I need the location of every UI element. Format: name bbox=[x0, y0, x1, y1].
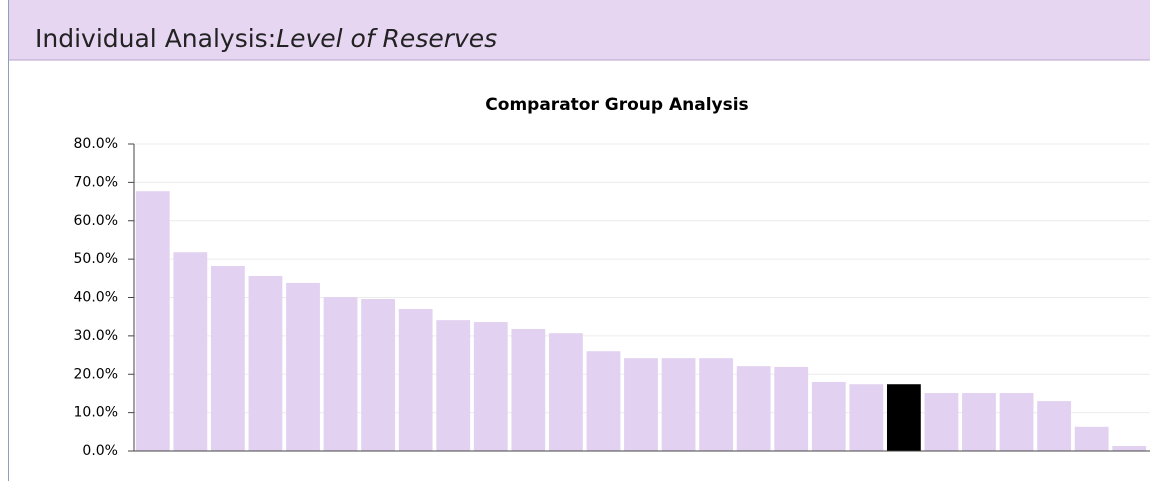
bar bbox=[1112, 446, 1147, 451]
bar bbox=[173, 252, 208, 451]
bar bbox=[210, 266, 245, 451]
bar bbox=[473, 322, 508, 451]
header-subtitle: Level of Reserves bbox=[276, 24, 497, 53]
bar bbox=[699, 358, 734, 451]
bar bbox=[361, 299, 396, 451]
bar bbox=[886, 384, 921, 451]
y-tick-label: 40.0% bbox=[74, 290, 118, 306]
header-title: Individual Analysis:Level of Reserves bbox=[35, 24, 497, 53]
y-tick-label: 10.0% bbox=[74, 405, 118, 421]
chart-title: Comparator Group Analysis bbox=[485, 95, 748, 115]
bar bbox=[924, 393, 959, 451]
bar bbox=[398, 309, 433, 451]
bar bbox=[624, 358, 658, 451]
bar bbox=[811, 381, 846, 451]
header-title-text: Individual Analysis: bbox=[35, 24, 276, 53]
bar bbox=[586, 351, 621, 451]
bar bbox=[999, 393, 1034, 451]
bar bbox=[248, 276, 283, 451]
bar bbox=[511, 328, 546, 451]
bar bbox=[849, 384, 884, 451]
bar bbox=[323, 297, 358, 451]
bar bbox=[962, 393, 996, 451]
y-tick-label: 20.0% bbox=[74, 366, 118, 382]
y-tick-label: 80.0% bbox=[74, 136, 118, 152]
header-bar bbox=[8, 0, 1150, 60]
y-tick-label: 30.0% bbox=[74, 328, 118, 344]
y-tick-label: 60.0% bbox=[74, 213, 118, 229]
bar bbox=[736, 366, 771, 451]
bar bbox=[1074, 426, 1109, 451]
bar bbox=[1037, 401, 1072, 451]
y-tick-label: 0.0% bbox=[82, 443, 118, 459]
bar bbox=[548, 333, 583, 451]
y-tick-label: 70.0% bbox=[74, 174, 118, 190]
y-tick-label: 50.0% bbox=[74, 251, 118, 267]
bar bbox=[135, 191, 170, 452]
bar bbox=[774, 366, 809, 451]
bar bbox=[286, 282, 320, 451]
bar bbox=[661, 358, 696, 451]
bar bbox=[436, 320, 471, 451]
